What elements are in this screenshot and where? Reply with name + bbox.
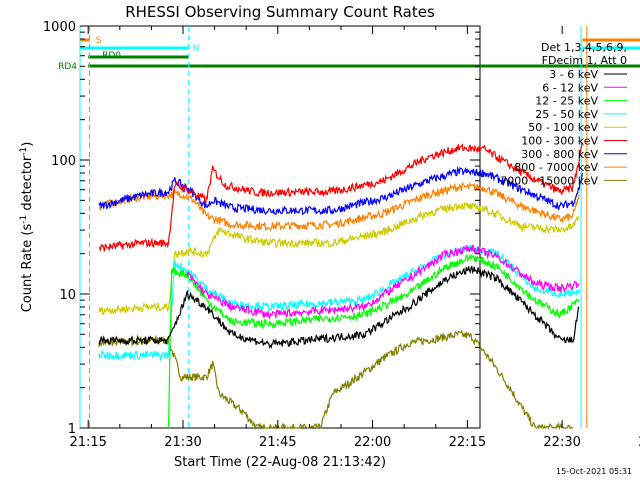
flag-label-rd4: RD4 (58, 62, 77, 72)
vline-layer (79, 26, 588, 428)
x-tick-label-6: 22:45 (638, 435, 640, 450)
series-layer (98, 142, 583, 431)
x-axis-label: Start Time (22-Aug-08 21:13:42) (174, 455, 386, 470)
legend-entry-1: 6 - 12 keV (542, 81, 598, 94)
legend-entry-5: 100 - 300 keV (521, 135, 598, 148)
y-label-sup1: -1 (19, 215, 29, 224)
legend-entry-2: 12 - 25 keV (535, 95, 598, 108)
y-axis-label: Count Rate (s-1 detector-1) (19, 142, 35, 313)
y-label-sup2: -1 (19, 147, 29, 156)
x-tick-label-1: 21:30 (164, 435, 201, 450)
timestamp: 15-Oct-2021 05:31 (556, 467, 632, 476)
x-tick-label-4: 22:15 (449, 435, 486, 450)
legend-entry-3: 25 - 50 keV (535, 108, 598, 121)
legend-entry-8: 7000 - 15000 keV (500, 174, 598, 187)
series-line-25-50-kev (98, 244, 580, 362)
flag-label-s: S (96, 36, 102, 46)
flag-label-rd0: RD0 (102, 51, 121, 61)
series-line-7000-15000-kev (98, 329, 573, 431)
series-line-100-300-kev (98, 142, 583, 252)
series-line-3-6-kev (98, 266, 580, 349)
flag-layer: S N RD0 RD4 (58, 36, 640, 72)
y-tick-label-2: 100 (51, 154, 76, 169)
y-tick-label-1: 10 (59, 288, 76, 303)
legend-entry-0: 3 - 6 keV (549, 68, 598, 81)
y-label-end: ) (20, 142, 35, 147)
legend-entry-4: 50 - 100 keV (528, 121, 598, 134)
series-line-6-12-kev (186, 244, 580, 320)
y-label-mid: detector (20, 155, 35, 215)
y-label-main: Count Rate (s (20, 224, 35, 313)
legend-header-2: FDecim 1, Att 0 (542, 54, 627, 67)
series-line-12-25-kev (167, 254, 580, 429)
series-line-800-7000-kev (99, 182, 580, 232)
y-axis: 1 10 100 1000 (43, 20, 480, 437)
y-tick-label-0: 1 (68, 422, 76, 437)
x-axis: 21:15 21:30 21:45 22:00 22:15 22:30 22:45 (69, 26, 640, 450)
series-line-50-100-kev (98, 201, 580, 316)
x-tick-label-3: 22:00 (354, 435, 391, 450)
flag-label-n: N (192, 44, 199, 54)
legend-header-1: Det 1,3,4,5,6,9, (541, 41, 627, 54)
legend-entry-6: 300 - 800 keV (521, 148, 598, 161)
y-tick-label-3: 1000 (43, 20, 76, 35)
x-tick-label-2: 21:45 (259, 435, 296, 450)
legend-entry-7: 800 - 7000 keV (514, 161, 598, 174)
x-tick-label-0: 21:15 (69, 435, 106, 450)
x-tick-label-5: 22:30 (543, 435, 580, 450)
chart-title: RHESSI Observing Summary Count Rates (125, 3, 435, 21)
series-line-300-800-kev (98, 165, 583, 216)
